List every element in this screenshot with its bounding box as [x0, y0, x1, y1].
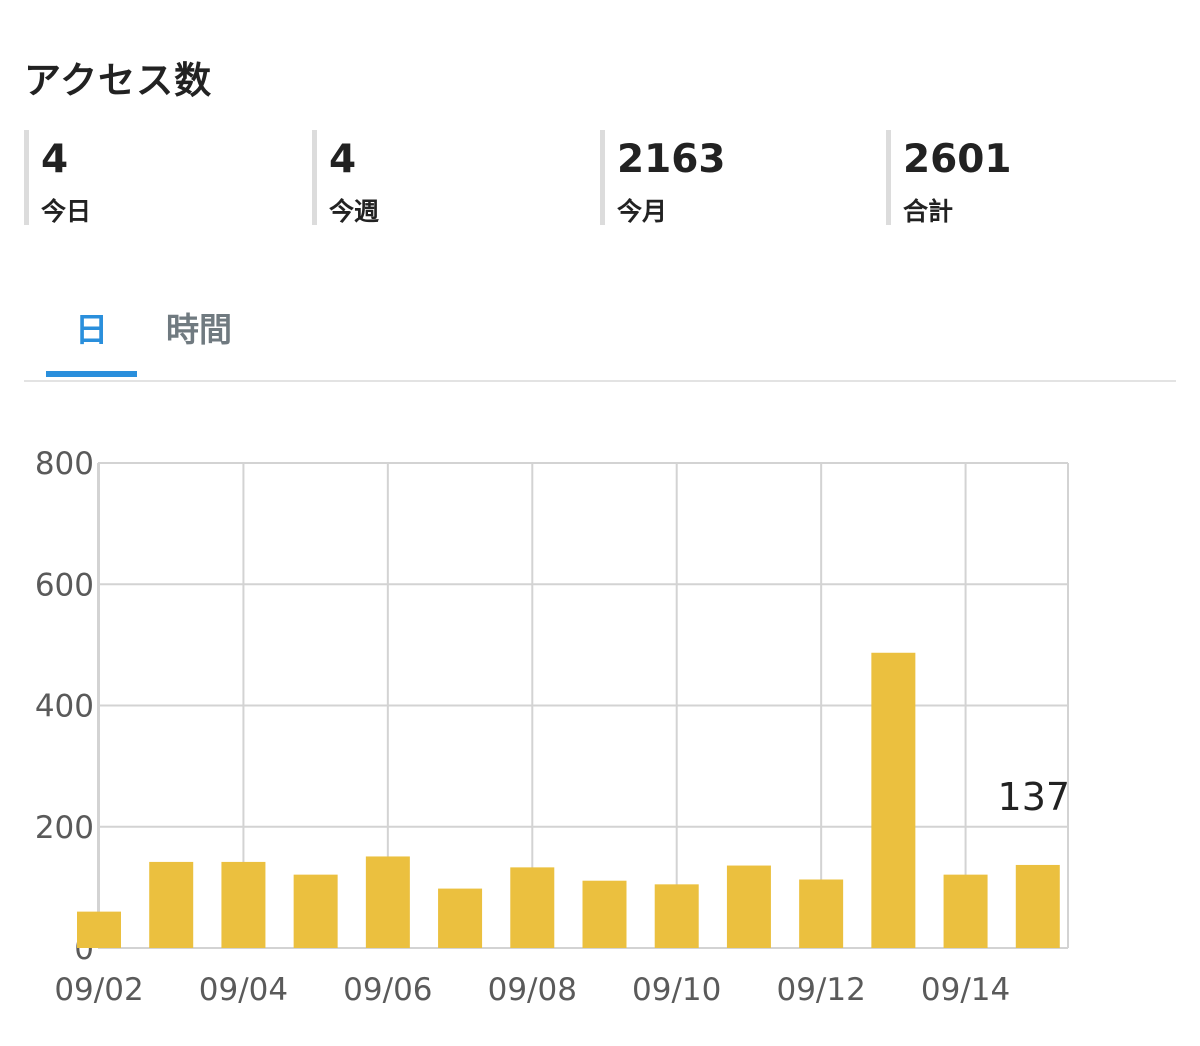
y-tick-label: 600 — [35, 567, 94, 603]
bar — [726, 865, 771, 948]
x-tick-label: 09/06 — [343, 972, 432, 1008]
bar-data-label: 137 — [998, 775, 1071, 819]
bar — [799, 879, 844, 948]
bar — [365, 856, 410, 948]
bar — [77, 911, 121, 948]
page-title: アクセス数 — [24, 59, 213, 102]
bar — [510, 867, 555, 948]
bar — [582, 880, 627, 948]
y-tick-label: 200 — [35, 810, 94, 846]
bar — [871, 652, 916, 948]
y-tick-label: 400 — [35, 689, 94, 725]
x-tick-label: 09/02 — [54, 972, 143, 1008]
x-tick-label: 09/08 — [488, 972, 577, 1008]
x-tick-label: 09/12 — [776, 972, 865, 1008]
bar — [149, 861, 194, 948]
period-tabs: 日 時間 — [24, 295, 1176, 382]
bar — [1015, 864, 1060, 948]
stat-month-value: 2163 — [617, 137, 726, 182]
bar — [943, 874, 988, 948]
bar — [293, 874, 338, 948]
stat-week-label: 今週 — [329, 197, 380, 226]
bar — [221, 861, 266, 948]
stat-today-value: 4 — [41, 137, 69, 182]
stat-today: 4 今日 — [24, 130, 312, 226]
tab-day[interactable]: 日 — [46, 295, 137, 377]
stats-row: 4 今日 4 今週 2163 今月 2601 合計 — [24, 130, 1184, 226]
stat-month-label: 今月 — [617, 197, 668, 226]
tab-hour[interactable]: 時間 — [166, 310, 232, 349]
stat-week: 4 今週 — [312, 130, 600, 226]
stat-week-value: 4 — [329, 137, 357, 182]
x-tick-label: 09/10 — [632, 972, 721, 1008]
x-tick-label: 09/14 — [921, 972, 1010, 1008]
stat-month: 2163 今月 — [600, 130, 888, 226]
stat-total-label: 合計 — [903, 197, 954, 226]
y-tick-label: 800 — [35, 446, 94, 482]
bar — [654, 884, 699, 948]
stat-today-label: 今日 — [41, 197, 92, 226]
bar — [438, 888, 483, 948]
stat-total: 2601 合計 — [886, 130, 1174, 226]
stat-total-value: 2601 — [903, 137, 1012, 182]
x-tick-label: 09/04 — [199, 972, 288, 1008]
